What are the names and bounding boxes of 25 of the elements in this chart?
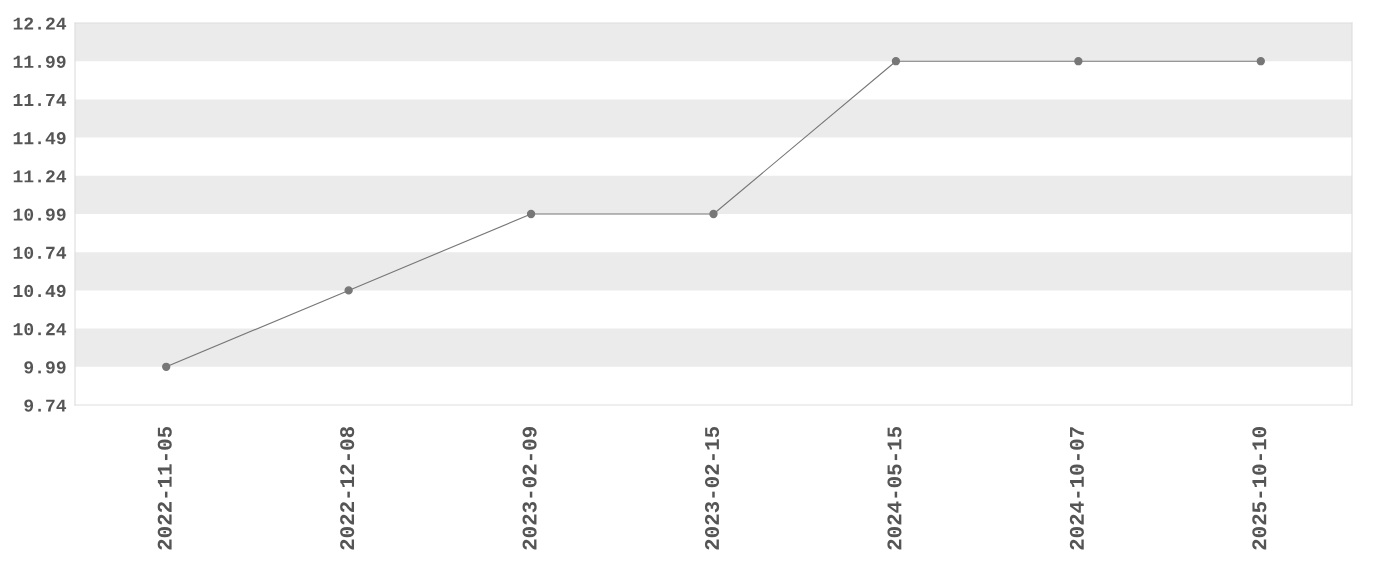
y-tick-label: 11.24 <box>13 170 67 183</box>
x-tick-label: 2024-05-15 <box>887 426 902 550</box>
y-tick-label: 11.74 <box>13 94 67 106</box>
y-tick-label: 12.24 <box>13 17 67 30</box>
point <box>1074 57 1083 66</box>
y-tick-label: 10.24 <box>13 323 67 336</box>
x-tick-label: 2022-12-08 <box>340 426 355 550</box>
y-tick-label: 9.74 <box>24 399 67 412</box>
point <box>891 57 901 66</box>
x-tick-label: 2025-10-10 <box>1252 427 1267 550</box>
y-tick-label: 10.49 <box>13 284 66 298</box>
point <box>344 286 353 295</box>
x-tick-label: 2024-10-07 <box>1069 427 1084 550</box>
x-tick-label: 2022-11-05 <box>157 426 172 550</box>
point <box>162 362 171 371</box>
y-tick-label: 10.74 <box>13 246 67 259</box>
y-tick-label: 9.99 <box>24 361 66 374</box>
point <box>709 209 718 219</box>
point <box>526 209 536 219</box>
x-tick-label: 2023-02-15 <box>704 426 720 550</box>
point <box>1256 57 1265 66</box>
y-tick-label: 11.49 <box>13 132 66 145</box>
y-tick-label: 10.99 <box>13 208 66 221</box>
x-tick-label: 2023-02-09 <box>522 427 537 550</box>
y-tick-label: 11.99 <box>13 55 66 68</box>
